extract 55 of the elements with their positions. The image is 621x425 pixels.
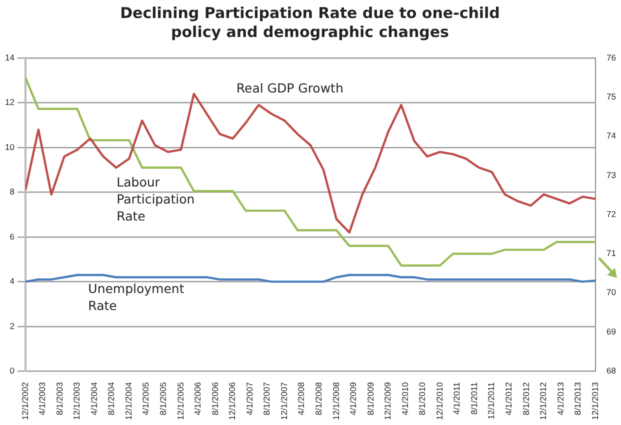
y-tick-label: 8 bbox=[10, 186, 15, 197]
x-tick-label: 4/1/2007 bbox=[244, 382, 254, 416]
x-tick-label: 4/1/2004 bbox=[88, 382, 99, 416]
y-tick-label: 6 bbox=[10, 231, 15, 242]
x-tick-label: 4/1/2008 bbox=[296, 382, 306, 416]
y-tick-label: 12 bbox=[4, 97, 15, 108]
y-tick-label: 10 bbox=[4, 142, 15, 152]
x-tick-label: 12/1/2013 bbox=[590, 382, 600, 420]
x-tick-label: 12/1/2008 bbox=[330, 382, 341, 420]
series-label: Unemployment Rate bbox=[88, 280, 184, 313]
series-label: Real GDP Growth bbox=[236, 80, 344, 96]
chart-title: Declining Participation Rate due to one-child policy and demographic changes bbox=[119, 4, 501, 42]
y2-tick-label: 71 bbox=[606, 248, 616, 258]
y2-tick-label: 73 bbox=[606, 170, 616, 180]
x-tick-label: 4/1/2013 bbox=[555, 382, 566, 416]
series-label: Labour Participation Rate bbox=[116, 174, 195, 224]
x-tick-label: 4/1/2011 bbox=[452, 382, 462, 415]
x-tick-label: 4/1/2003 bbox=[37, 382, 48, 416]
y2-tick-label: 76 bbox=[606, 52, 616, 62]
x-tick-label: 8/1/2003 bbox=[54, 382, 64, 416]
y2-tick-label: 68 bbox=[606, 366, 616, 376]
y2-tick-label: 75 bbox=[606, 91, 616, 102]
x-tick-label: 8/1/2005 bbox=[158, 382, 168, 416]
x-tick-label: 8/1/2011 bbox=[468, 382, 479, 415]
x-tick-label: 8/1/2012 bbox=[520, 382, 531, 416]
x-tick-label: 12/1/2005 bbox=[175, 382, 186, 420]
y2-tick-label: 74 bbox=[606, 130, 616, 141]
x-tick-label: 12/1/2011 bbox=[486, 382, 496, 420]
x-tick-label: 12/1/2009 bbox=[382, 382, 393, 420]
y-tick-label: 2 bbox=[10, 320, 15, 331]
y2-tick-label: 69 bbox=[606, 326, 616, 336]
x-tick-label: 12/1/2010 bbox=[434, 382, 444, 420]
y2-tick-label: 72 bbox=[606, 208, 616, 219]
x-tick-label: 8/1/2013 bbox=[572, 382, 583, 416]
x-tick-label: 8/1/2004 bbox=[106, 382, 116, 416]
x-tick-label: 12/1/2006 bbox=[227, 382, 238, 420]
x-tick-label: 4/1/2012 bbox=[504, 382, 514, 416]
x-tick-label: 12/1/2004 bbox=[123, 382, 134, 420]
x-tick-label: 4/1/2009 bbox=[348, 382, 358, 416]
x-tick-label: 4/1/2005 bbox=[140, 382, 151, 416]
y2-tick-label: 70 bbox=[606, 287, 616, 298]
x-tick-label: 12/1/2002 bbox=[20, 382, 30, 420]
x-tick-label: 8/1/2010 bbox=[417, 382, 428, 416]
x-tick-label: 8/1/2008 bbox=[313, 382, 324, 416]
x-tick-label: 12/1/2007 bbox=[278, 382, 289, 420]
x-tick-label: 4/1/2010 bbox=[400, 382, 410, 416]
y-tick-label: 0 bbox=[10, 366, 15, 376]
x-tick-label: 12/1/2012 bbox=[538, 382, 548, 420]
x-tick-label: 8/1/2006 bbox=[210, 382, 220, 416]
x-tick-label: 12/1/2003 bbox=[72, 382, 82, 420]
y-tick-label: 4 bbox=[10, 276, 15, 286]
x-tick-label: 8/1/2007 bbox=[262, 382, 272, 416]
y-tick-label: 14 bbox=[4, 52, 15, 62]
x-tick-label: 8/1/2009 bbox=[365, 382, 376, 416]
x-tick-label: 4/1/2006 bbox=[192, 382, 203, 416]
